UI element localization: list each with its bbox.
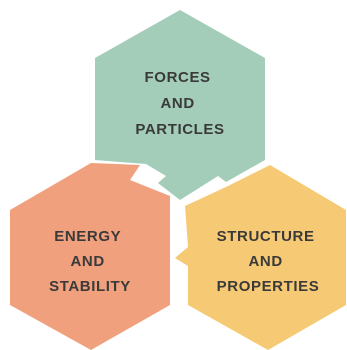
hex-energy-and-stability-line-2: AND <box>70 253 104 270</box>
hex-energy-and-stability-label: ENERGY AND STABILITY <box>49 228 131 295</box>
hex-structure-and-properties-line-1: STRUCTURE <box>217 228 315 245</box>
hex-structure-and-properties-line-2: AND <box>248 253 282 270</box>
hex-structure-and-properties-shape <box>175 165 346 350</box>
hex-forces-and-particles-line-3: PARTICLES <box>135 121 224 138</box>
hex-forces-and-particles-label: FORCES AND PARTICLES <box>135 69 224 138</box>
hex-structure-and-properties: STRUCTURE AND PROPERTIES <box>175 165 346 350</box>
hex-energy-and-stability-line-3: STABILITY <box>49 278 131 295</box>
hex-energy-and-stability: ENERGY AND STABILITY <box>10 163 170 350</box>
hex-forces-and-particles-line-2: AND <box>160 95 194 112</box>
hex-forces-and-particles: FORCES AND PARTICLES <box>95 10 265 200</box>
hex-energy-and-stability-line-1: ENERGY <box>54 228 121 245</box>
hex-forces-and-particles-line-1: FORCES <box>145 69 211 86</box>
hex-structure-and-properties-line-3: PROPERTIES <box>217 278 320 295</box>
hex-structure-and-properties-label: STRUCTURE AND PROPERTIES <box>217 228 320 295</box>
hex-forces-and-particles-shape <box>95 10 265 200</box>
hex-energy-and-stability-shape <box>10 163 170 350</box>
